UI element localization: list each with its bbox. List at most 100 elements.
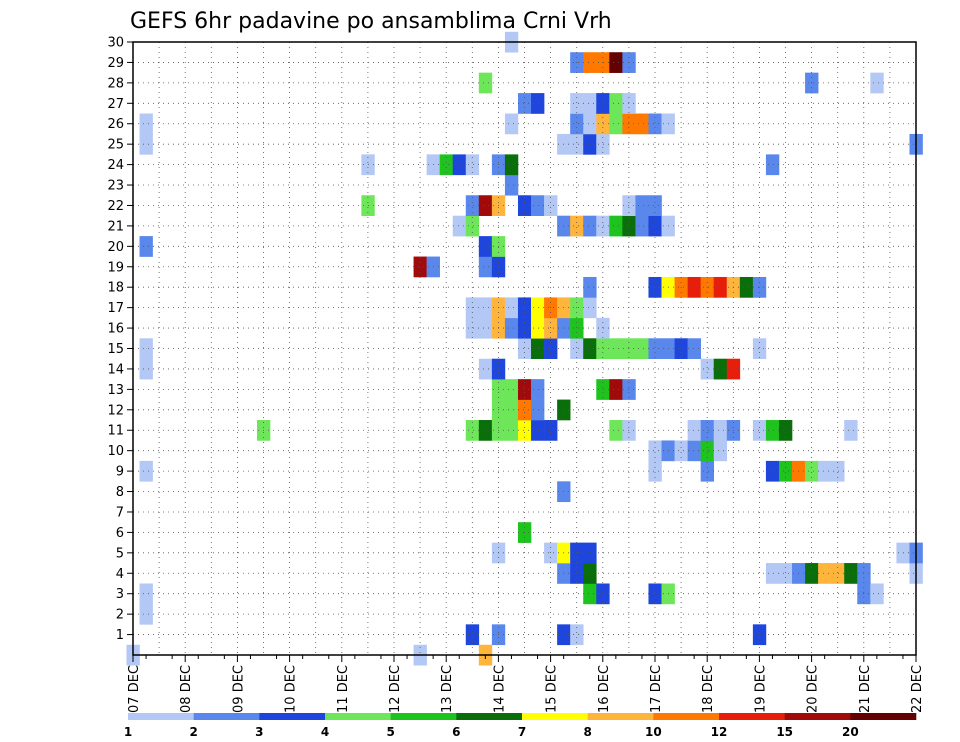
y-tick-label: 6 <box>116 526 124 541</box>
heatmap-cell <box>596 338 610 360</box>
legend-label: 1 <box>124 725 132 739</box>
heatmap-cell <box>596 215 610 237</box>
y-tick-label: 23 <box>107 179 124 194</box>
heatmap-cell <box>635 215 649 237</box>
y-tick-label: 14 <box>107 362 124 377</box>
heatmap-cell <box>870 72 884 94</box>
heatmap-cell <box>583 113 597 135</box>
legend-swatch <box>850 713 917 720</box>
legend-label: 5 <box>386 725 394 739</box>
heatmap-cell <box>517 93 532 114</box>
heatmap-cell <box>478 358 493 380</box>
heatmap-cell <box>818 460 832 482</box>
legend-swatch <box>390 713 457 720</box>
heatmap-cell <box>478 236 493 257</box>
x-tick-label: 09 DEC <box>231 665 246 713</box>
heatmap-cell <box>465 215 480 237</box>
x-tick-label: 07 DEC <box>127 665 142 713</box>
heatmap-cell <box>570 624 584 646</box>
heatmap-cell <box>648 215 662 237</box>
heatmap-cell <box>531 379 545 400</box>
heatmap-cell <box>413 256 427 278</box>
heatmap-cell <box>531 317 545 339</box>
legend-label: 3 <box>255 725 263 739</box>
heatmap-cell <box>765 460 780 482</box>
legend-label: 4 <box>321 725 329 739</box>
heatmap-cell <box>635 113 649 135</box>
heatmap-cell <box>609 338 623 360</box>
y-tick-label: 30 <box>107 36 124 51</box>
x-tick-label: 08 DEC <box>179 665 194 713</box>
heatmap-cell <box>139 603 153 625</box>
heatmap-cell <box>504 420 519 441</box>
heatmap-cell <box>465 195 480 216</box>
legend-label: 8 <box>583 725 591 739</box>
heatmap-cell <box>583 276 597 298</box>
x-tick-label: 12 DEC <box>388 665 403 713</box>
heatmap-cell <box>687 276 701 298</box>
x-tick-label: 20 DEC <box>806 665 821 713</box>
heatmap-cell <box>622 338 636 360</box>
heatmap-cell <box>583 297 597 319</box>
heatmap-cell <box>517 195 532 216</box>
heatmap-cell <box>687 440 701 462</box>
legend-swatch <box>719 713 785 720</box>
heatmap-cell <box>648 195 662 216</box>
x-tick-label: 21 DEC <box>858 665 873 713</box>
y-tick-label: 13 <box>107 383 124 398</box>
heatmap-cell <box>504 399 519 421</box>
heatmap-cell <box>805 460 819 482</box>
heatmap-cell <box>570 133 584 155</box>
heatmap-cell <box>570 563 584 584</box>
y-tick-label: 1 <box>116 628 124 643</box>
heatmap-cell <box>531 399 545 421</box>
y-tick-label: 25 <box>107 138 124 153</box>
y-tick-label: 19 <box>107 260 124 275</box>
heatmap-cell <box>609 52 623 73</box>
heatmap-cell <box>805 72 819 94</box>
y-tick-label: 17 <box>107 301 124 316</box>
heatmap-cell <box>635 338 649 360</box>
heatmap-cell <box>544 338 558 360</box>
heatmap-cell <box>465 420 480 441</box>
heatmap-cell <box>570 317 584 339</box>
heatmap-cell <box>139 583 153 605</box>
chart-title: GEFS 6hr padavine po ansamblima Crni Vrh <box>130 9 612 34</box>
heatmap-cell <box>765 154 780 176</box>
heatmap-cell <box>139 358 153 380</box>
heatmap-cell <box>452 154 467 176</box>
heatmap-cell <box>583 542 597 564</box>
legend-label: 10 <box>645 725 662 739</box>
y-tick-label: 26 <box>107 117 124 132</box>
heatmap-cells <box>126 31 923 666</box>
heatmap-cell <box>583 93 597 114</box>
y-tick-label: 12 <box>107 403 124 418</box>
heatmap-cell <box>583 133 597 155</box>
legend-label: 7 <box>518 725 526 739</box>
y-tick-label: 21 <box>107 219 124 234</box>
heatmap-cell <box>778 420 793 441</box>
heatmap-cell <box>609 113 623 135</box>
heatmap-cell <box>139 338 153 360</box>
heatmap-cell <box>517 420 532 441</box>
heatmap-cell <box>713 420 728 441</box>
x-tick-label: 22 DEC <box>910 665 925 713</box>
heatmap-cell <box>778 563 793 584</box>
heatmap-cell <box>596 379 610 400</box>
legend-label: 2 <box>189 725 197 739</box>
heatmap-cell <box>674 440 688 462</box>
heatmap-cell <box>439 154 454 176</box>
x-tick-label: 15 DEC <box>545 665 560 713</box>
heatmap-cell <box>596 317 610 339</box>
plot-frame <box>132 41 917 656</box>
heatmap-cell <box>648 338 662 360</box>
y-tick-label: 15 <box>107 342 124 357</box>
y-tick-label: 22 <box>107 199 124 214</box>
heatmap-cell <box>596 93 610 114</box>
heatmap-cell <box>713 358 728 380</box>
heatmap-cell <box>844 563 858 584</box>
y-tick-label: 11 <box>107 424 124 439</box>
legend-swatch <box>259 713 326 720</box>
heatmap-cell <box>465 317 480 339</box>
